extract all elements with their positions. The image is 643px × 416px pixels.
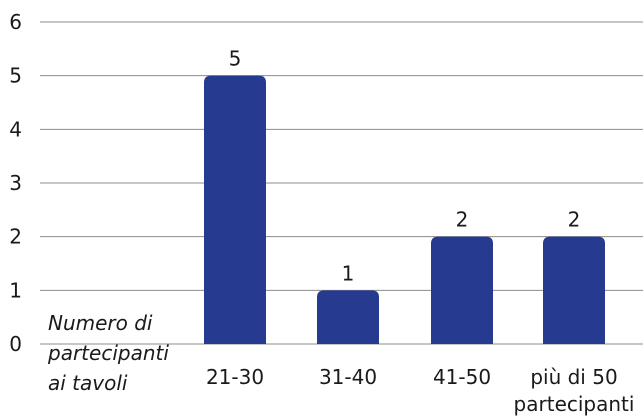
y-tick-label: 0 (9, 332, 22, 356)
x-axis-label-line: Numero di (48, 311, 153, 335)
bar (431, 236, 493, 344)
category-label: partecipanti (514, 392, 635, 416)
bar (317, 290, 379, 344)
y-axis-tick-labels: 0 1 2 3 4 5 6 (9, 10, 22, 356)
category-label: 21-30 (206, 365, 264, 389)
y-tick-label: 6 (9, 10, 22, 34)
x-axis-note: Numero di partecipanti ai tavoli (47, 311, 169, 395)
y-tick-label: 3 (9, 171, 22, 195)
data-label: 2 (456, 208, 469, 232)
category-label: 31-40 (319, 365, 377, 389)
data-label: 2 (568, 208, 581, 232)
data-label: 5 (229, 47, 242, 71)
gridlines (40, 21, 643, 345)
y-tick-label: 5 (9, 64, 22, 88)
data-label: 1 (342, 261, 355, 285)
category-label: più di 50 (530, 365, 617, 389)
bar (204, 75, 266, 345)
bars (204, 75, 605, 345)
x-axis-label-line: ai tavoli (48, 371, 128, 395)
x-axis-label-line: partecipanti (47, 341, 169, 365)
y-tick-label: 4 (9, 117, 22, 141)
category-label: 41-50 (433, 365, 491, 389)
y-tick-label: 2 (9, 225, 22, 249)
data-labels: 5 1 2 2 (229, 47, 581, 286)
y-tick-label: 1 (9, 278, 22, 302)
bar (543, 236, 605, 344)
category-labels: 21-30 31-40 41-50 più di 50 partecipanti (206, 365, 635, 416)
